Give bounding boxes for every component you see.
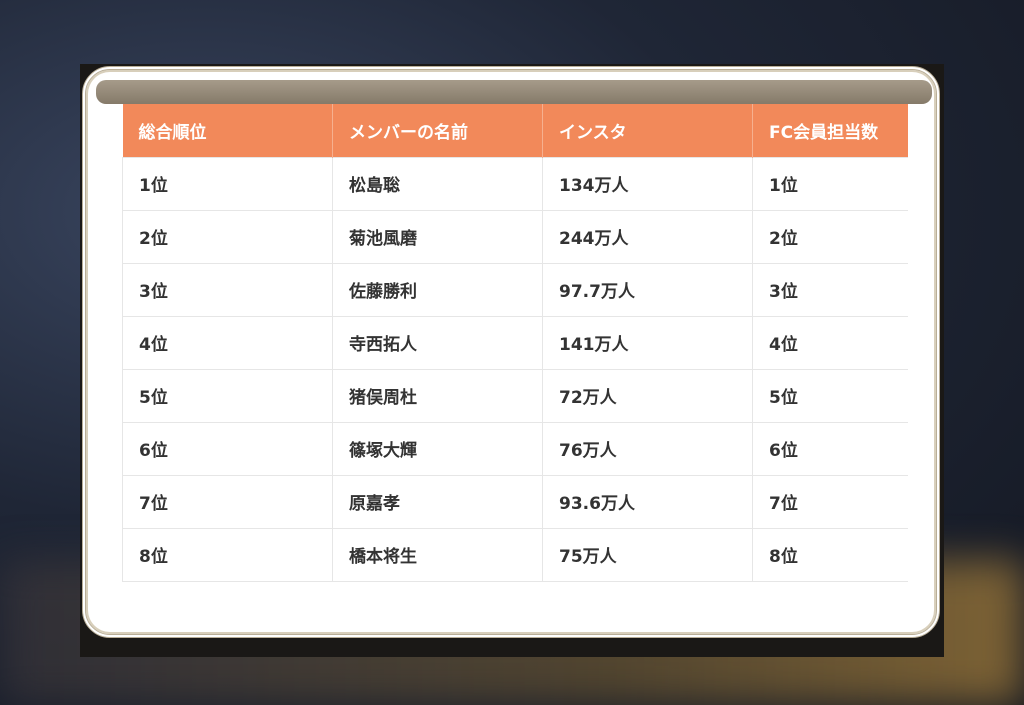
table-row: 4位 寺西拓人 141万人 4位 [122,315,908,370]
card-title-bar [96,80,932,104]
table-cell: 佐藤勝利 [332,262,543,317]
table-cell: 7位 [122,474,333,529]
table-cell: 篠塚大輝 [332,421,543,476]
table-row: 1位 松島聡 134万人 1位 [122,156,908,211]
table-cell: 2位 [122,209,333,264]
table-cell: 原嘉孝 [332,474,543,529]
table-cell: 5位 [752,368,908,423]
table-cell: 141万人 [542,315,753,370]
table-cell: 菊池風磨 [332,209,543,264]
table-cell: 松島聡 [332,156,543,211]
ranking-table: 総合順位 メンバーの名前 インスタ FC会員担当数 1位 松島聡 134万人 1位 2位 菊池風… [122,104,908,582]
table-header-row: 総合順位 メンバーの名前 インスタ FC会員担当数 [122,104,908,157]
table-cell: 1位 [122,156,333,211]
table-cell: 8位 [752,527,908,582]
ranking-table-scroll[interactable]: 総合順位 メンバーの名前 インスタ FC会員担当数 1位 松島聡 134万人 1位 2位 菊池風… [122,104,908,582]
table-cell: 橋本将生 [332,527,543,582]
table-row: 3位 佐藤勝利 97.7万人 3位 [122,262,908,317]
table-cell: 4位 [122,315,333,370]
table-cell: 244万人 [542,209,753,264]
table-cell: 7位 [752,474,908,529]
table-row: 8位 橋本将生 75万人 8位 [122,527,908,582]
table-cell: 4位 [752,315,908,370]
table-cell: 6位 [752,421,908,476]
table-cell: 2位 [752,209,908,264]
table-cell: 76万人 [542,421,753,476]
table-cell: 134万人 [542,156,753,211]
column-header: FC会員担当数 [752,104,908,157]
table-cell: 93.6万人 [542,474,753,529]
table-cell: 6位 [122,421,333,476]
table-row: 2位 菊池風磨 244万人 2位 [122,209,908,264]
table-row: 6位 篠塚大輝 76万人 6位 [122,421,908,476]
ranking-card: 総合順位 メンバーの名前 インスタ FC会員担当数 1位 松島聡 134万人 1位 2位 菊池風… [82,66,940,638]
table-cell: 3位 [752,262,908,317]
table-cell: 3位 [122,262,333,317]
table-cell: 1位 [752,156,908,211]
table-cell: 75万人 [542,527,753,582]
table-row: 7位 原嘉孝 93.6万人 7位 [122,474,908,529]
table-cell: 寺西拓人 [332,315,543,370]
table-cell: 72万人 [542,368,753,423]
column-header: インスタ [542,104,753,157]
column-header: 総合順位 [122,104,333,157]
table-cell: 猪俣周杜 [332,368,543,423]
table-row: 5位 猪俣周杜 72万人 5位 [122,368,908,423]
table-cell: 97.7万人 [542,262,753,317]
table-cell: 8位 [122,527,333,582]
column-header: メンバーの名前 [332,104,543,157]
table-cell: 5位 [122,368,333,423]
